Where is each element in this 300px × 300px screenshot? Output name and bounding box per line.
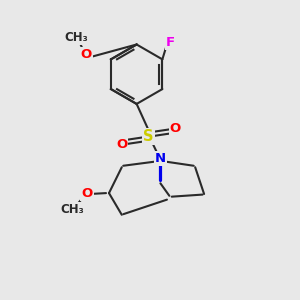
Text: CH₃: CH₃ (64, 31, 88, 44)
Text: CH₃: CH₃ (60, 203, 84, 216)
Text: O: O (169, 122, 181, 135)
Text: S: S (143, 129, 154, 144)
Text: O: O (81, 188, 93, 200)
Text: O: O (116, 138, 128, 151)
Text: F: F (166, 36, 175, 49)
Text: O: O (80, 48, 92, 61)
Text: N: N (155, 152, 166, 165)
